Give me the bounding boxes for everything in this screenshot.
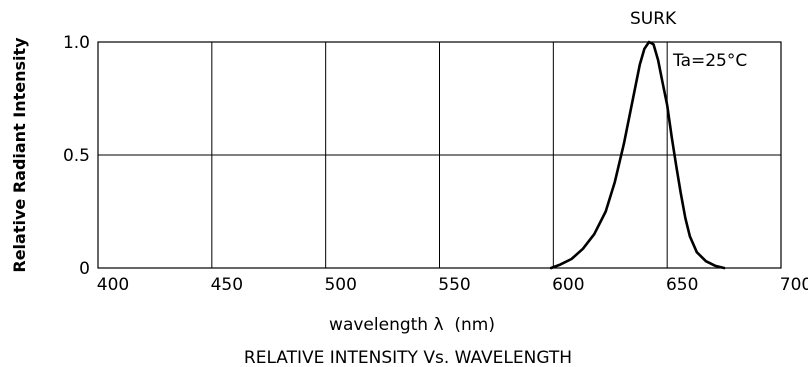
y-tick-label: 0 bbox=[79, 259, 90, 279]
x-tick-label: 550 bbox=[438, 275, 470, 295]
series-line-surk bbox=[549, 40, 726, 270]
x-tick-label: 650 bbox=[666, 275, 698, 295]
plot-frame bbox=[97, 41, 782, 269]
x-tick-label: 400 bbox=[97, 275, 129, 295]
chart-title: RELATIVE INTENSITY Vs. WAVELENGTH bbox=[244, 348, 572, 367]
y-axis-label: Relative Radiant Intensity bbox=[10, 37, 29, 273]
y-tick-labels: 0 0.5 1.0 bbox=[63, 33, 90, 279]
x-tick-label: 700 bbox=[780, 275, 808, 295]
y-tick-label: 0.5 bbox=[63, 146, 90, 166]
y-tick-label: 1.0 bbox=[63, 33, 90, 53]
x-axis-label: wavelength λ (nm) bbox=[329, 315, 495, 335]
x-tick-labels: 400 450 500 550 600 650 700 bbox=[97, 275, 808, 295]
series-label-surk: SURK bbox=[630, 9, 677, 29]
x-tick-label: 500 bbox=[324, 275, 356, 295]
x-tick-label: 450 bbox=[211, 275, 243, 295]
x-tick-label: 600 bbox=[552, 275, 584, 295]
grid bbox=[98, 42, 781, 268]
temperature-annotation: Ta=25°C bbox=[672, 51, 747, 71]
